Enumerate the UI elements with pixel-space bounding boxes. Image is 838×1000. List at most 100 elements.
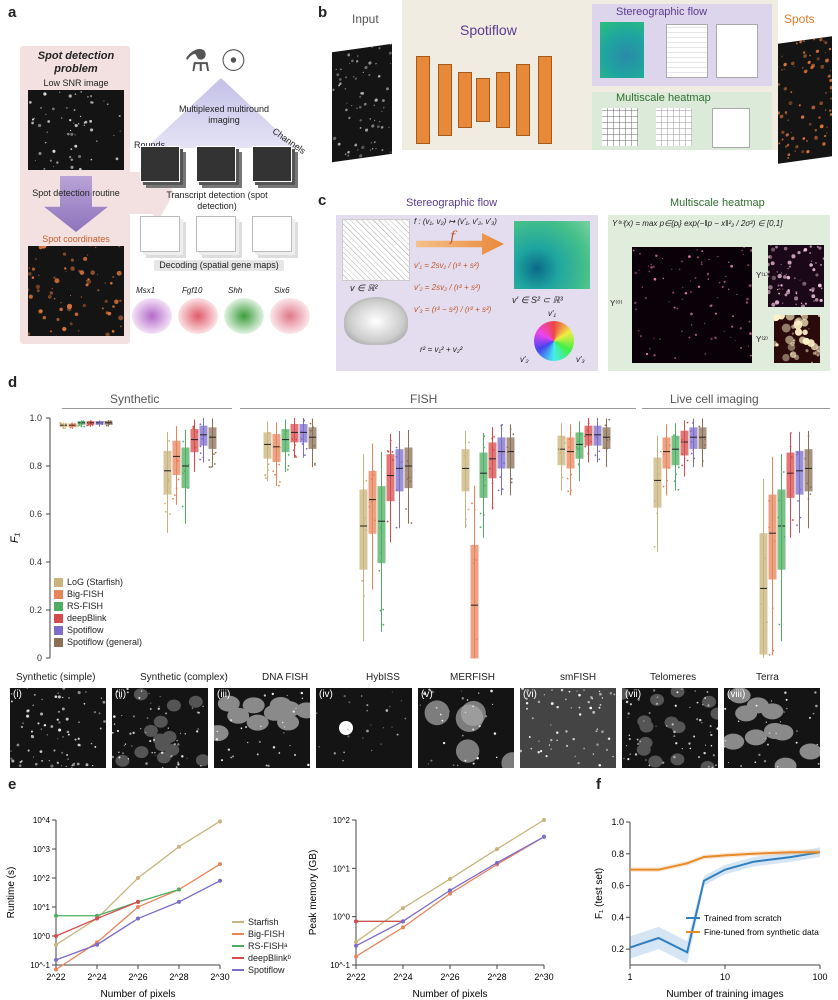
legend-e: Starfish Big-FISH RS-FISHᵃ deepBlinkᵇ Sp… — [232, 916, 322, 976]
data-point — [382, 623, 385, 626]
spot-dot — [60, 765, 63, 767]
data-point — [287, 453, 290, 456]
spot-dot — [814, 298, 819, 302]
spot-dot — [811, 63, 816, 68]
spot-dot — [653, 354, 656, 357]
spot-dot — [48, 760, 51, 762]
spot-dot — [348, 116, 351, 120]
spot-dot — [34, 762, 38, 766]
nucleus — [214, 725, 229, 742]
spot-dot — [111, 329, 115, 333]
spot-dot — [62, 326, 67, 332]
data-point — [673, 480, 676, 483]
spot-dot — [28, 272, 32, 276]
legend-label: Fine-tuned from synthetic data — [704, 927, 819, 937]
spot-dot — [31, 121, 34, 125]
data-point — [608, 438, 611, 441]
data-point — [563, 437, 566, 440]
legend-item: Spotiflow (general) — [54, 636, 194, 648]
data-point — [172, 497, 174, 500]
data-point — [314, 462, 316, 465]
data-point — [362, 495, 365, 497]
spot-dot — [790, 353, 793, 355]
spot-dot — [66, 303, 73, 309]
spot-dot — [27, 709, 30, 712]
haze — [520, 688, 616, 768]
spot-dot — [216, 730, 219, 733]
dataset-names: Synthetic (simple) Synthetic (complex) D… — [0, 672, 838, 686]
data-point — [65, 422, 67, 425]
group-line-synthetic — [62, 408, 232, 409]
data-point — [287, 464, 290, 467]
spot-dot — [730, 264, 734, 268]
heatmap-grid-1 — [602, 108, 638, 146]
data-point — [313, 444, 316, 447]
image-stacks-row — [140, 146, 300, 186]
spot-dot — [56, 318, 60, 322]
thumb-dna-fish: (iii) — [214, 688, 310, 768]
data-point — [561, 476, 564, 479]
spot-dot — [283, 726, 286, 728]
spot-dot — [65, 271, 67, 273]
spot-dot — [681, 330, 683, 333]
spot-dot — [61, 707, 65, 711]
data-point — [194, 446, 196, 449]
legend-swatch — [232, 933, 244, 935]
spot-dot — [271, 692, 274, 696]
data-point — [766, 621, 768, 624]
spot-dot — [361, 145, 365, 150]
v-domain-label: v ∈ ℝ² — [350, 283, 378, 293]
spot-dot — [435, 706, 438, 709]
spot-dot — [550, 724, 552, 726]
spot-dot — [57, 710, 60, 713]
thumb-merfish: (v) — [418, 688, 514, 768]
spot-dot — [819, 101, 824, 106]
data-point — [465, 524, 467, 527]
spot-dot — [371, 46, 373, 48]
spot-dot — [343, 751, 346, 754]
box — [479, 452, 488, 498]
legend-item: Spotiflow — [54, 624, 194, 636]
group-line-fish — [240, 408, 636, 409]
spot-dot — [800, 302, 803, 305]
spot-dot — [801, 150, 805, 154]
data-point — [807, 435, 810, 438]
spot-dot — [790, 61, 795, 66]
spot-dot — [50, 330, 53, 333]
spot-dot — [89, 128, 94, 132]
data-point — [483, 435, 486, 438]
spot-dot — [724, 707, 727, 710]
spot-dot — [355, 60, 359, 63]
spot-dot — [366, 709, 369, 712]
spot-dot — [592, 710, 596, 714]
data-point — [778, 623, 781, 626]
data-point — [264, 474, 267, 477]
gene-2: Fgf10 — [182, 286, 203, 295]
data-point — [107, 419, 110, 422]
cell — [134, 746, 149, 759]
spot-dot — [799, 279, 801, 281]
spot-dot — [67, 758, 69, 760]
spot-dot — [648, 711, 651, 715]
data-point — [291, 438, 294, 440]
data-point — [799, 488, 802, 491]
spot-dot — [638, 269, 640, 271]
box — [759, 533, 768, 655]
data-point — [208, 466, 211, 468]
spot-dot — [112, 755, 114, 759]
nucleus — [217, 695, 240, 712]
spot-dot — [791, 136, 795, 141]
y-tick-label: 10^0 — [333, 913, 351, 922]
cell — [156, 751, 171, 764]
spot-dot — [94, 745, 97, 748]
gene-maps — [130, 298, 310, 338]
spot-dot — [100, 697, 103, 699]
spotiflow-label: Spotiflow — [460, 22, 517, 38]
spot-dot — [801, 304, 806, 307]
data-point — [301, 443, 304, 445]
data-point — [304, 454, 306, 457]
data-point — [653, 545, 656, 548]
spot-dot — [776, 766, 779, 768]
spot-dot — [645, 759, 647, 761]
spot-dot — [338, 78, 342, 81]
